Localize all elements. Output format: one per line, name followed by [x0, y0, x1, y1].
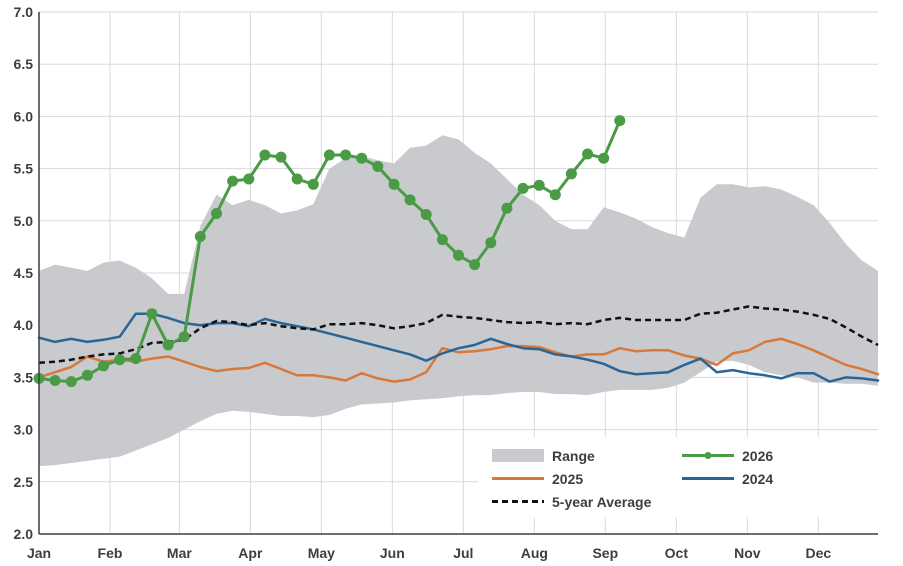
data-point-2026-27 [469, 259, 481, 271]
y-tick-label-6-5: 6.5 [14, 56, 34, 72]
y-tick-label-3-5: 3.5 [14, 369, 34, 385]
series-line-2025 [37, 337, 880, 383]
x-axis-tick-labels: Jan Feb Mar Apr May Jun Jul Aug Sep Oct Nov Dec [27, 545, 831, 561]
data-point-2026-26 [453, 249, 464, 261]
data-point-2026-7 [146, 308, 158, 320]
data-point-2026-29 [501, 202, 513, 214]
x-tick-label-jul: Jul [453, 545, 473, 561]
range-band [39, 135, 878, 467]
data-point-2026-34 [582, 148, 594, 160]
data-point-2026-22 [388, 178, 400, 190]
y-tick-label-3-0: 3.0 [14, 422, 34, 438]
data-point-2026-13 [243, 173, 255, 185]
data-point-2026-35 [598, 152, 610, 164]
data-point-2026-23 [404, 194, 416, 206]
data-point-2026-4 [98, 360, 109, 372]
x-tick-label-feb: Feb [98, 545, 123, 561]
range-band-layer [39, 135, 878, 467]
data-point-2026-20 [356, 152, 368, 164]
data-point-2026-19 [340, 149, 352, 161]
data-point-2026-36 [614, 115, 626, 127]
data-point-2026-12 [227, 175, 239, 187]
axes [38, 12, 878, 535]
data-point-2026-15 [275, 151, 287, 163]
y-tick-label-4-5: 4.5 [14, 265, 34, 281]
y-tick-label-7-0: 7.0 [14, 4, 34, 20]
data-point-2026-18 [323, 149, 335, 161]
x-tick-label-sep: Sep [592, 545, 618, 561]
data-point-2026-17 [307, 178, 319, 190]
data-point-2026-9 [178, 331, 190, 343]
x-tick-label-may: May [308, 545, 335, 561]
y-tick-label-5-5: 5.5 [14, 161, 34, 177]
data-point-2026-24 [420, 209, 432, 220]
data-point-2026-5 [114, 354, 126, 366]
legend: Range 2026 2025 2024 5-year Average [478, 437, 878, 517]
y-tick-label-2-0: 2.0 [14, 526, 34, 542]
legend-swatch-range [492, 449, 544, 462]
data-point-2026-6 [130, 353, 142, 365]
data-point-2026-3 [81, 369, 93, 381]
x-tick-label-jun: Jun [380, 545, 405, 561]
data-point-2026-1 [49, 375, 61, 386]
x-tick-label-nov: Nov [734, 545, 761, 561]
data-point-2026-14 [259, 149, 271, 161]
y-axis-tick-labels: 2.0 2.5 3.0 3.5 4.0 4.5 5.0 5.5 6.0 6.5 7.0 [14, 4, 34, 542]
x-tick-label-jan: Jan [27, 545, 51, 561]
data-point-2026-33 [565, 168, 577, 180]
data-point-2026-32 [549, 189, 561, 201]
y-tick-label-4-0: 4.0 [14, 317, 34, 333]
data-point-2026-16 [291, 173, 303, 185]
x-tick-label-oct: Oct [665, 545, 689, 561]
legend-label-5-year-average: 5-year Average [552, 494, 652, 510]
data-point-2026-2 [65, 376, 77, 388]
legend-label-2026: 2026 [742, 448, 773, 464]
data-point-2026-28 [485, 237, 497, 249]
legend-marker-2026 [704, 452, 712, 459]
x-tick-label-aug: Aug [521, 545, 548, 561]
y-tick-label-6-0: 6.0 [14, 108, 34, 124]
x-tick-label-dec: Dec [805, 545, 831, 561]
data-point-2026-31 [533, 179, 545, 191]
data-point-2026-30 [517, 182, 529, 194]
legend-label-range: Range [552, 448, 595, 464]
data-point-2026-21 [372, 161, 384, 172]
legend-label-2025: 2025 [552, 471, 583, 487]
y-tick-label-2-5: 2.5 [14, 474, 34, 490]
data-point-2026-11 [211, 208, 222, 219]
y-tick-label-5-0: 5.0 [14, 213, 34, 229]
x-tick-label-mar: Mar [167, 545, 192, 561]
series-line-2024 [37, 312, 880, 383]
legend-label-2024: 2024 [742, 471, 773, 487]
legend-background [478, 437, 878, 517]
x-tick-label-apr: Apr [238, 545, 263, 561]
data-point-2026-8 [162, 339, 174, 351]
data-point-2026-10 [194, 231, 206, 242]
series-layer [33, 115, 880, 388]
data-point-2026-25 [436, 234, 448, 246]
